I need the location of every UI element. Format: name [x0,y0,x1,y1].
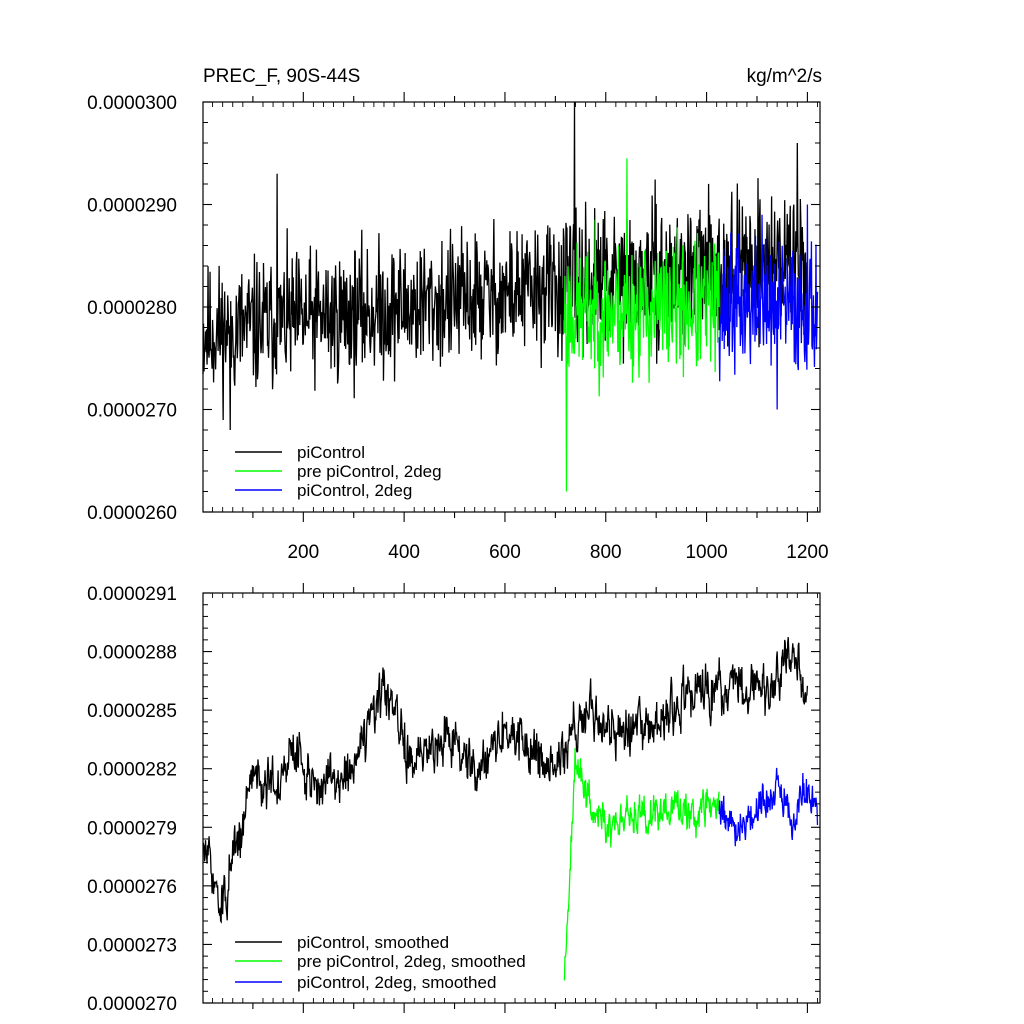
x-tick-label: 200 [287,542,319,563]
y-tick-label: 0.0000280 [87,298,177,319]
y-tick-label: 0.0000270 [87,401,177,422]
ticks-layer: 0.0000260 0.0000270 0.0000280 0.0000290 0.00… [87,92,829,563]
legend-label: piControl, 2deg [297,481,412,500]
y-tick-label: 0.0000260 [87,503,177,524]
y-tick-label: 0.0000276 [87,877,177,898]
plot-frame [202,592,821,1004]
legend-label: piControl, 2deg, smoothed [297,973,496,992]
legend-label: pre piControl, 2deg [297,462,442,481]
legend-label: piControl, smoothed [297,933,449,952]
y-tick-label: 0.0000270 [87,994,177,1015]
ticks-layer: 0.0000270 0.0000273 0.0000276 0.0000279 0.00… [87,583,820,1015]
series-line [718,767,819,847]
series-line [563,748,720,981]
y-tick-label: 0.0000285 [87,701,177,722]
precip-raw-panel: PREC_F, 90S-44S kg/m^2/s 0.00002600.0000… [87,66,828,563]
legend: piControl pre piControl, 2deg piControl,… [235,443,442,500]
legend-label: pre piControl, 2deg, smoothed [297,952,526,971]
y-tick-label: 0.0000288 [87,643,177,664]
precip-smoothed-panel: 0.0000270 0.0000273 0.0000276 0.0000279 0.00… [87,583,821,1015]
y-tick-label: 0.0000290 [87,196,177,217]
y-tick-label: 0.0000282 [87,760,177,781]
chart-title: PREC_F, 90S-44S [203,66,360,87]
y-tick-label: 0.0000273 [87,935,177,956]
x-tick-label: 400 [388,542,420,563]
x-tick-label: 1200 [786,542,828,563]
x-tick-label: 800 [590,542,622,563]
y-tick-label: 0.0000300 [87,93,177,114]
legend-label: piControl [297,443,365,462]
series-line [202,637,809,924]
series-line [202,101,809,431]
y-tick-label: 0.0000279 [87,818,177,839]
x-tick-label: 1000 [685,542,727,563]
y-tick-label: 0.0000291 [87,584,177,605]
series-layer [202,101,819,492]
series-line [563,158,720,492]
series-layer [202,637,819,981]
x-tick-label: 600 [489,542,521,563]
legend: piControl, smoothed pre piControl, 2deg,… [235,933,526,992]
units-label: kg/m^2/s [747,66,822,87]
series-line [718,204,819,410]
